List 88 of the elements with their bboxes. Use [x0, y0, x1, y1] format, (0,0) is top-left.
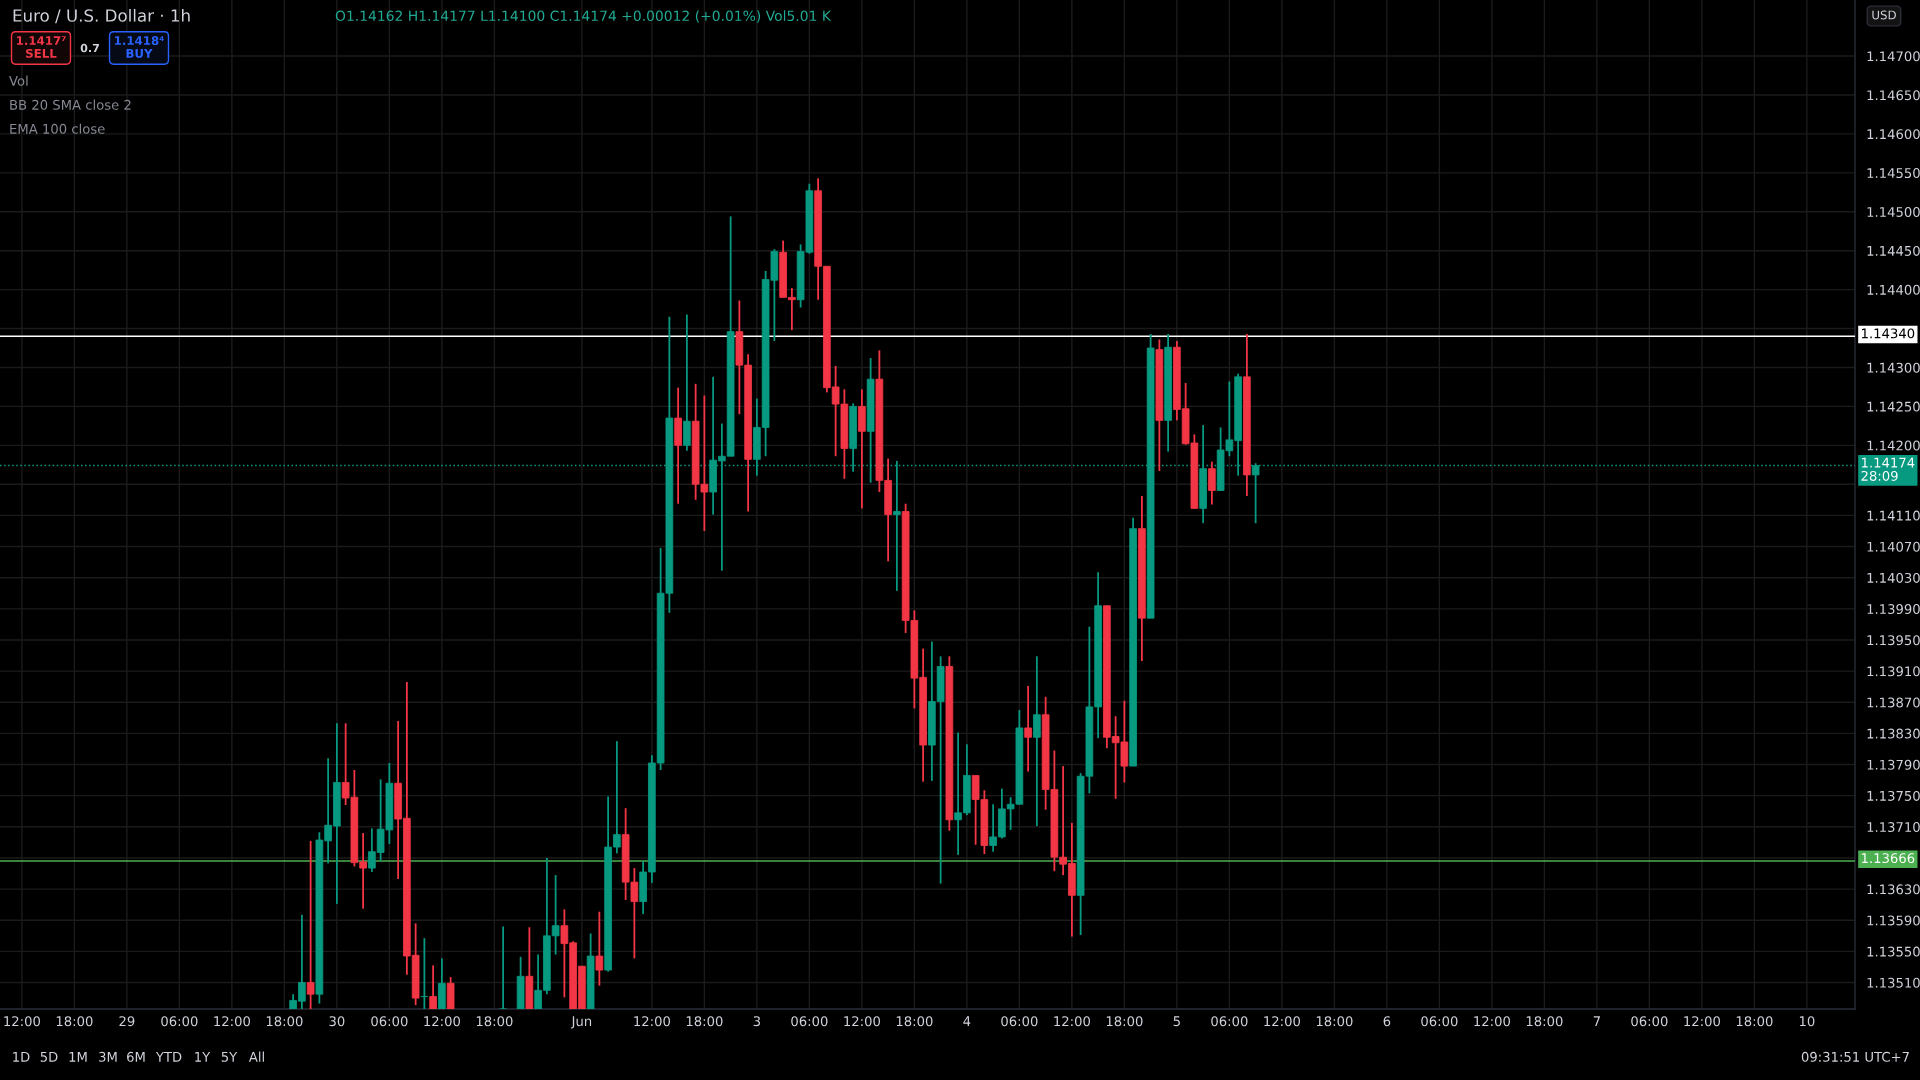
- y-tick-label: 1.13590: [1867, 915, 1920, 926]
- x-tick-label: Jun: [570, 1016, 592, 1029]
- annotation: Vol: [9, 75, 28, 86]
- x-tick-label: 06:00: [1211, 1016, 1248, 1027]
- annotation: 0.7: [80, 43, 99, 53]
- y-tick-label: 1.13870: [1867, 697, 1920, 708]
- y-tick-label: 1.14650: [1867, 90, 1920, 101]
- x-tick-label: 18:00: [686, 1016, 723, 1027]
- text: USD: [1872, 10, 1896, 20]
- y-tick-label: 1.14200: [1867, 440, 1920, 451]
- y-tick-label: 1.13790: [1867, 759, 1920, 770]
- text: All: [248, 1051, 264, 1062]
- y-tick-label: 1.14030: [1867, 572, 1920, 583]
- annotation: 1.1417⁷ SELL: [16, 36, 66, 58]
- candlestick: [306, 839, 315, 1009]
- text: 1Y: [195, 1052, 211, 1062]
- x-tick-label: 18:00: [896, 1016, 933, 1027]
- x-tick-label: 18:00: [1526, 1016, 1563, 1027]
- annotation: BB 20 SMA close 2: [10, 99, 131, 110]
- y-tick-label: 1.13830: [1867, 728, 1920, 739]
- x-tick-label: 4: [963, 1016, 971, 1026]
- annotation: 1.1418⁴ BUY: [114, 36, 164, 58]
- candlestick: [499, 925, 507, 1009]
- y-tick-label: 1.13750: [1867, 790, 1920, 801]
- x-tick-label: 12:00: [844, 1016, 881, 1027]
- y-tick-label: 1.14550: [1867, 168, 1920, 179]
- ref-line-label: 1.14174 28:09: [1861, 457, 1915, 481]
- y-tick-label: 1.13510: [1867, 977, 1920, 988]
- x-tick-label: 18:00: [1736, 1016, 1773, 1027]
- annotation: EMA 100 close: [10, 123, 105, 134]
- y-tick-label: 1.13710: [1867, 822, 1920, 833]
- candlestick: [1024, 684, 1032, 773]
- x-tick-label: 06:00: [1631, 1016, 1668, 1027]
- text: 09:31:51 UTC+7: [1801, 1051, 1909, 1062]
- y-tick-label: 1.13910: [1867, 666, 1920, 677]
- x-tick-label: 12:00: [214, 1016, 251, 1027]
- x-tick-label: 18:00: [1316, 1016, 1353, 1027]
- x-tick-label: 30: [329, 1016, 345, 1027]
- text: 1D: [13, 1052, 30, 1062]
- x-tick-label: 06:00: [161, 1016, 198, 1027]
- x-tick-label: 06:00: [371, 1016, 408, 1027]
- x-tick-label: 10: [1799, 1016, 1815, 1027]
- x-tick-label: 06:00: [1001, 1016, 1038, 1027]
- ref-line-label: 1.14340: [1862, 328, 1915, 339]
- y-tick-label: 1.14250: [1867, 401, 1920, 412]
- candlestick: [1033, 655, 1041, 827]
- y-tick-label: 1.14450: [1867, 245, 1920, 256]
- y-tick-label: 1.14500: [1867, 206, 1920, 217]
- x-tick-label: 18:00: [1106, 1016, 1143, 1027]
- x-tick-label: 5: [1173, 1016, 1180, 1027]
- y-tick-label: 1.13990: [1867, 604, 1920, 615]
- text: 3M: [99, 1051, 117, 1062]
- y-tick-label: 1.13630: [1867, 884, 1920, 895]
- ref-line-label: 1.13666: [1862, 853, 1915, 864]
- x-tick-label: 18:00: [476, 1016, 513, 1027]
- text: 5Y: [221, 1052, 238, 1062]
- y-tick-label: 1.14070: [1867, 541, 1920, 552]
- text: YTD: [155, 1052, 182, 1062]
- y-tick-label: 1.14400: [1867, 284, 1920, 295]
- x-tick-label: 12:00: [424, 1016, 461, 1027]
- candlestick: [595, 910, 604, 987]
- x-tick-label: 7: [1593, 1016, 1600, 1026]
- text: 1M: [69, 1052, 87, 1062]
- chart-title: Euro / U.S. Dollar · 1h: [13, 8, 190, 24]
- x-tick-label: 12:00: [1474, 1016, 1511, 1027]
- y-tick-label: 1.14300: [1867, 362, 1920, 373]
- y-tick-label: 1.14700: [1867, 51, 1920, 62]
- x-tick-label: 6: [1383, 1016, 1391, 1027]
- x-tick-label: 06:00: [791, 1016, 828, 1027]
- x-tick-label: 3: [753, 1016, 761, 1027]
- x-tick-label: 06:00: [1421, 1016, 1458, 1027]
- x-tick-label: 18:00: [266, 1016, 303, 1027]
- x-tick-label: 18:00: [56, 1016, 93, 1027]
- text: 5D: [40, 1052, 58, 1062]
- y-tick-label: 1.14600: [1867, 129, 1920, 140]
- x-tick-label: 12:00: [634, 1016, 671, 1027]
- candlestick: [429, 964, 437, 1009]
- text: O1.14162 H1.14177 L1.14100 C1.14174 +0.00012 (+0.01%) Vol5.01 K: [335, 10, 832, 23]
- text: 6M: [127, 1051, 145, 1062]
- y-tick-label: 1.14110: [1867, 510, 1920, 521]
- y-tick-label: 1.13550: [1867, 946, 1920, 957]
- x-tick-label: 12:00: [1054, 1016, 1091, 1027]
- x-tick-label: 12:00: [1264, 1016, 1301, 1027]
- x-tick-label: 12:00: [4, 1016, 41, 1027]
- x-tick-label: 12:00: [1684, 1016, 1721, 1027]
- x-tick-label: 29: [119, 1016, 135, 1027]
- candlestick: [1208, 460, 1216, 506]
- y-tick-label: 1.13950: [1867, 635, 1920, 646]
